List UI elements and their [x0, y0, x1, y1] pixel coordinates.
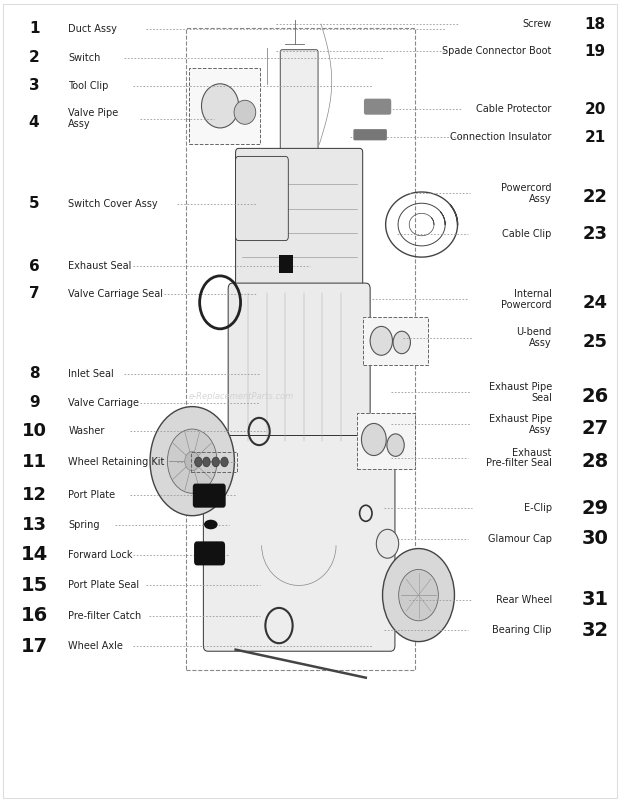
Ellipse shape: [234, 100, 255, 124]
Text: Bearing Clip: Bearing Clip: [492, 626, 552, 635]
Text: Cable Protector: Cable Protector: [476, 104, 552, 114]
FancyBboxPatch shape: [363, 317, 428, 365]
Circle shape: [185, 452, 200, 471]
Text: 6: 6: [29, 259, 40, 273]
Circle shape: [376, 529, 399, 558]
Text: Valve Carriage Seal: Valve Carriage Seal: [68, 289, 163, 298]
Text: Spring: Spring: [68, 520, 100, 529]
Text: Pre-filter Catch: Pre-filter Catch: [68, 611, 141, 621]
Text: Powercord
Assy: Powercord Assy: [502, 183, 552, 204]
Ellipse shape: [202, 84, 239, 128]
FancyBboxPatch shape: [203, 435, 395, 651]
FancyBboxPatch shape: [236, 148, 363, 297]
Circle shape: [221, 457, 228, 467]
Text: 22: 22: [583, 188, 608, 206]
Text: Switch: Switch: [68, 53, 100, 63]
FancyBboxPatch shape: [364, 99, 391, 115]
Text: 16: 16: [20, 606, 48, 626]
Text: 7: 7: [29, 286, 40, 301]
Text: 13: 13: [22, 516, 46, 533]
FancyBboxPatch shape: [189, 68, 260, 144]
Text: 31: 31: [582, 590, 609, 610]
Text: 26: 26: [582, 387, 609, 406]
Text: Exhaust Seal: Exhaust Seal: [68, 261, 131, 271]
Text: 23: 23: [583, 225, 608, 243]
FancyBboxPatch shape: [356, 413, 415, 469]
Text: Tool Clip: Tool Clip: [68, 81, 108, 91]
FancyBboxPatch shape: [280, 50, 318, 163]
Text: 29: 29: [582, 499, 609, 518]
Text: 12: 12: [22, 486, 46, 504]
Text: 18: 18: [585, 17, 606, 31]
Circle shape: [361, 423, 386, 456]
Text: 17: 17: [20, 637, 48, 656]
Text: E-Clip: E-Clip: [524, 504, 552, 513]
Text: Forward Lock: Forward Lock: [68, 550, 133, 560]
Circle shape: [203, 457, 210, 467]
Text: Screw: Screw: [523, 19, 552, 29]
Text: 24: 24: [583, 294, 608, 312]
Text: 11: 11: [22, 453, 46, 471]
Text: Exhaust
Pre-filter Seal: Exhaust Pre-filter Seal: [486, 448, 552, 468]
Text: 5: 5: [29, 196, 40, 211]
Text: 4: 4: [29, 115, 40, 130]
FancyBboxPatch shape: [228, 283, 370, 451]
Text: Cable Clip: Cable Clip: [502, 229, 552, 239]
Text: 32: 32: [582, 621, 609, 640]
Text: Exhaust Pipe
Seal: Exhaust Pipe Seal: [489, 382, 552, 403]
Text: Wheel Retaining Kit: Wheel Retaining Kit: [68, 457, 164, 467]
Ellipse shape: [204, 520, 218, 529]
FancyBboxPatch shape: [236, 156, 288, 241]
Text: 10: 10: [22, 423, 46, 440]
FancyBboxPatch shape: [193, 484, 226, 508]
Text: Washer: Washer: [68, 427, 105, 436]
Text: 9: 9: [29, 395, 40, 410]
Text: 25: 25: [583, 333, 608, 350]
Text: Exhaust Pipe
Assy: Exhaust Pipe Assy: [489, 414, 552, 435]
Text: 28: 28: [582, 452, 609, 472]
Text: Port Plate: Port Plate: [68, 490, 115, 500]
Circle shape: [387, 434, 404, 456]
Text: Glamour Cap: Glamour Cap: [488, 534, 552, 544]
Text: 19: 19: [585, 44, 606, 59]
FancyBboxPatch shape: [353, 129, 387, 140]
Circle shape: [195, 457, 202, 467]
Text: 2: 2: [29, 51, 40, 65]
Text: Valve Carriage: Valve Carriage: [68, 398, 140, 407]
Text: Duct Assy: Duct Assy: [68, 24, 117, 34]
Circle shape: [212, 457, 219, 467]
Circle shape: [370, 326, 392, 355]
Text: Valve Pipe
Assy: Valve Pipe Assy: [68, 108, 118, 129]
Bar: [279, 255, 293, 273]
Text: 30: 30: [582, 529, 609, 549]
Circle shape: [383, 549, 454, 642]
Circle shape: [393, 331, 410, 354]
Text: 21: 21: [585, 130, 606, 144]
Text: Connection Insulator: Connection Insulator: [450, 132, 552, 142]
Text: Wheel Axle: Wheel Axle: [68, 642, 123, 651]
Text: Port Plate Seal: Port Plate Seal: [68, 581, 140, 590]
Text: Spade Connector Boot: Spade Connector Boot: [443, 47, 552, 56]
Circle shape: [167, 429, 217, 493]
Text: 20: 20: [585, 102, 606, 116]
Text: 15: 15: [20, 576, 48, 595]
Text: 3: 3: [29, 79, 40, 93]
Text: U-bend
Assy: U-bend Assy: [516, 327, 552, 348]
Text: e-ReplacementParts.com: e-ReplacementParts.com: [189, 392, 294, 402]
Circle shape: [399, 569, 438, 621]
Text: Rear Wheel: Rear Wheel: [495, 595, 552, 605]
Text: 1: 1: [29, 22, 39, 36]
Text: 27: 27: [582, 419, 609, 438]
Text: 8: 8: [29, 367, 40, 381]
Text: Internal
Powercord: Internal Powercord: [502, 289, 552, 310]
Text: Switch Cover Assy: Switch Cover Assy: [68, 199, 158, 209]
Text: 14: 14: [20, 545, 48, 565]
FancyBboxPatch shape: [194, 541, 225, 565]
Text: Inlet Seal: Inlet Seal: [68, 369, 114, 379]
Circle shape: [150, 407, 234, 516]
